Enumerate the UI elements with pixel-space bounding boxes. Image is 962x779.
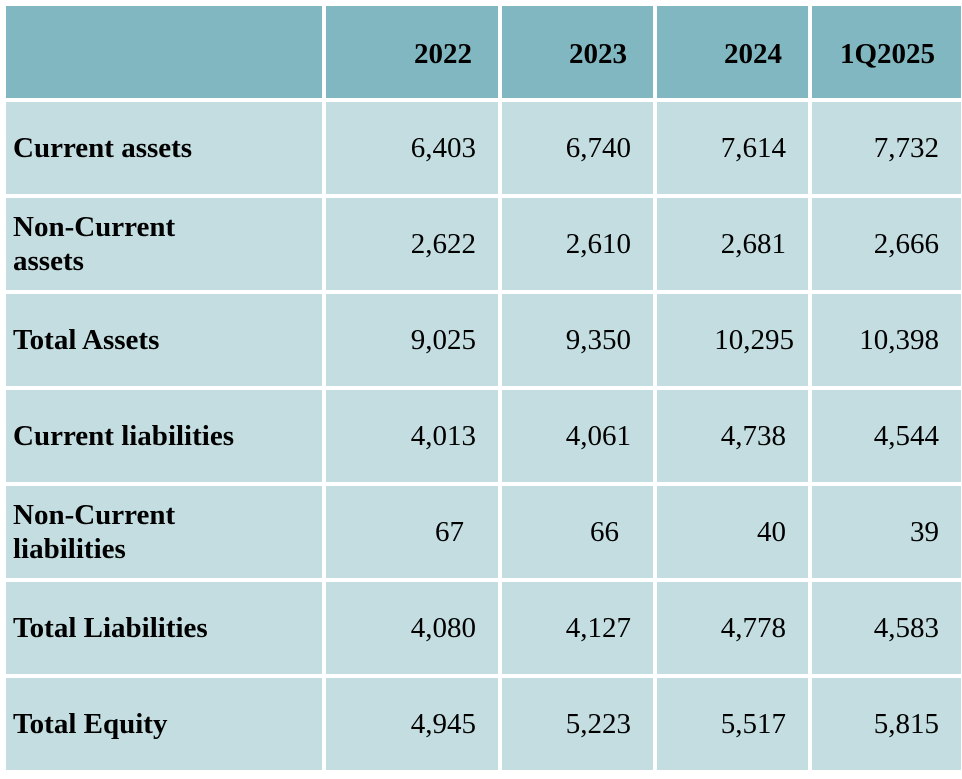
header-corner-cell <box>6 6 322 98</box>
table-cell: 5,517 <box>657 678 808 770</box>
table-cell: 5,223 <box>502 678 653 770</box>
row-label: Current assets <box>6 102 322 194</box>
table-cell: 4,080 <box>326 582 498 674</box>
table-row: Non-Current assets 2,622 2,610 2,681 2,6… <box>6 198 961 290</box>
row-label: Non-Current assets <box>6 198 322 290</box>
table-cell: 6,740 <box>502 102 653 194</box>
table-cell: 4,544 <box>812 390 961 482</box>
table-row: Total Assets 9,025 9,350 10,295 10,398 <box>6 294 961 386</box>
table-cell: 4,945 <box>326 678 498 770</box>
row-label: Non-Current liabilities <box>6 486 322 578</box>
table-cell: 10,398 <box>812 294 961 386</box>
table-cell: 9,025 <box>326 294 498 386</box>
header-2024: 2024 <box>657 6 808 98</box>
table-cell: 4,013 <box>326 390 498 482</box>
table-cell: 4,127 <box>502 582 653 674</box>
table-cell: 5,815 <box>812 678 961 770</box>
table-cell: 4,583 <box>812 582 961 674</box>
table-cell: 40 <box>657 486 808 578</box>
table-cell: 39 <box>812 486 961 578</box>
header-2023: 2023 <box>502 6 653 98</box>
table-cell: 6,403 <box>326 102 498 194</box>
table-cell: 7,614 <box>657 102 808 194</box>
table-cell: 9,350 <box>502 294 653 386</box>
table-cell: 7,732 <box>812 102 961 194</box>
table-cell: 2,681 <box>657 198 808 290</box>
table-cell: 2,622 <box>326 198 498 290</box>
table-row: Non-Current liabilities 67 66 40 39 <box>6 486 961 578</box>
row-label: Total Assets <box>6 294 322 386</box>
row-label: Current liabilities <box>6 390 322 482</box>
header-1q2025: 1Q2025 <box>812 6 961 98</box>
table-cell: 4,778 <box>657 582 808 674</box>
row-label: Total Equity <box>6 678 322 770</box>
table-cell: 4,061 <box>502 390 653 482</box>
table-cell: 2,610 <box>502 198 653 290</box>
table-cell: 67 <box>326 486 498 578</box>
table-row: Current liabilities 4,013 4,061 4,738 4,… <box>6 390 961 482</box>
table-cell: 66 <box>502 486 653 578</box>
header-row: 2022 2023 2024 1Q2025 <box>6 6 961 98</box>
balance-sheet-table-container: 2022 2023 2024 1Q2025 Current assets 6,4… <box>6 6 961 770</box>
table-cell: 10,295 <box>657 294 808 386</box>
table-cell: 4,738 <box>657 390 808 482</box>
header-2022: 2022 <box>326 6 498 98</box>
row-label: Total Liabilities <box>6 582 322 674</box>
table-row: Total Equity 4,945 5,223 5,517 5,815 <box>6 678 961 770</box>
table-cell: 2,666 <box>812 198 961 290</box>
table-row: Current assets 6,403 6,740 7,614 7,732 <box>6 102 961 194</box>
table-row: Total Liabilities 4,080 4,127 4,778 4,58… <box>6 582 961 674</box>
